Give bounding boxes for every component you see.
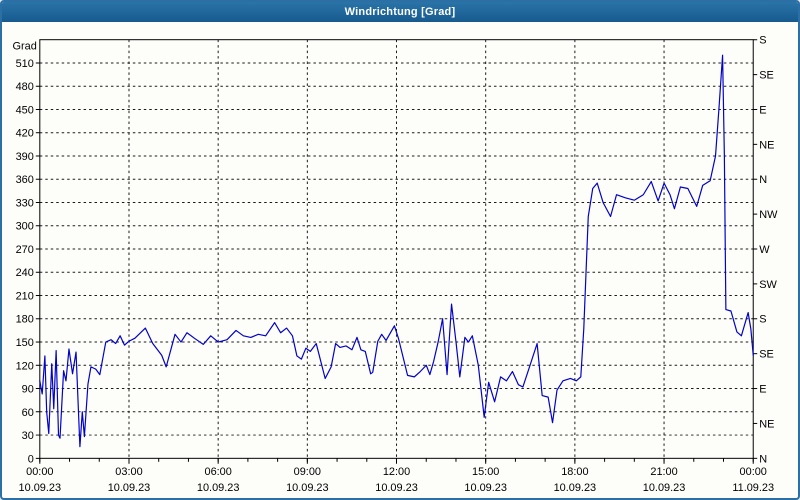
y-axis-label: 0 — [28, 453, 34, 465]
y-axis-label: 270 — [16, 244, 34, 256]
y-axis-label: 60 — [22, 407, 34, 419]
x-axis-time-label: 15:00 — [472, 466, 499, 478]
y-axis-label: 180 — [16, 314, 34, 326]
x-axis-date-label: 11.09.23 — [732, 482, 774, 494]
x-axis-date-label: 10.09.23 — [464, 482, 507, 494]
y2-axis-label: SE — [759, 70, 774, 82]
x-axis-time-label: 00:00 — [26, 466, 53, 478]
y2-axis-label: NE — [759, 139, 774, 151]
y2-axis-label: NW — [759, 209, 778, 221]
y-axis-label: 240 — [16, 267, 34, 279]
x-axis-date-label: 10.09.23 — [286, 482, 329, 494]
y-axis-label: 120 — [16, 360, 34, 372]
x-axis-time-label: 18:00 — [561, 466, 588, 478]
series-windrichtung-line — [39, 54, 754, 448]
y-axis-label: 450 — [16, 104, 34, 116]
window-title: Windrichtung [Grad] — [344, 6, 456, 18]
y2-axis-label: E — [759, 104, 766, 116]
x-axis-time-label: 06:00 — [204, 466, 231, 478]
y-axis-label: 510 — [16, 58, 34, 70]
y-axis-label: 360 — [16, 174, 34, 186]
y-axis-label: 330 — [16, 197, 34, 209]
y-axis-label: 390 — [16, 151, 34, 163]
y-axis-label: 480 — [16, 81, 34, 93]
x-axis-date-label: 10.09.23 — [375, 482, 418, 494]
y-axis-label: 30 — [22, 430, 34, 442]
y-axis-title: Grad — [13, 41, 37, 53]
x-axis-time-label: 00:00 — [740, 466, 767, 478]
y-axis-label: 420 — [16, 128, 34, 140]
x-axis-time-label: 03:00 — [115, 466, 142, 478]
y2-axis-label: E — [759, 384, 766, 396]
y2-axis-label: SE — [759, 349, 774, 361]
y-axis-label: 150 — [16, 337, 34, 349]
x-axis-date-label: 10.09.23 — [108, 482, 151, 494]
y2-axis-label: SW — [759, 279, 777, 291]
y-axis-label: 210 — [16, 291, 34, 303]
y2-axis-label: NE — [759, 418, 774, 430]
x-axis-time-label: 09:00 — [294, 466, 321, 478]
y-axis-label: 300 — [16, 221, 34, 233]
y-axis-label: 90 — [22, 384, 34, 396]
y2-axis-label: N — [759, 174, 767, 186]
x-axis-time-label: 21:00 — [650, 466, 677, 478]
y2-axis-label: N — [759, 453, 767, 465]
x-axis-time-label: 12:00 — [383, 466, 410, 478]
title-bar: Windrichtung [Grad] — [2, 2, 798, 22]
x-axis-date-label: 10.09.23 — [19, 482, 62, 494]
y2-axis-label: S — [759, 314, 766, 326]
x-axis-date-label: 10.09.23 — [643, 482, 686, 494]
x-axis-date-label: 10.09.23 — [554, 482, 597, 494]
y2-axis-label: W — [759, 244, 770, 256]
x-axis-date-label: 10.09.23 — [197, 482, 240, 494]
y2-axis-label: S — [759, 35, 766, 47]
